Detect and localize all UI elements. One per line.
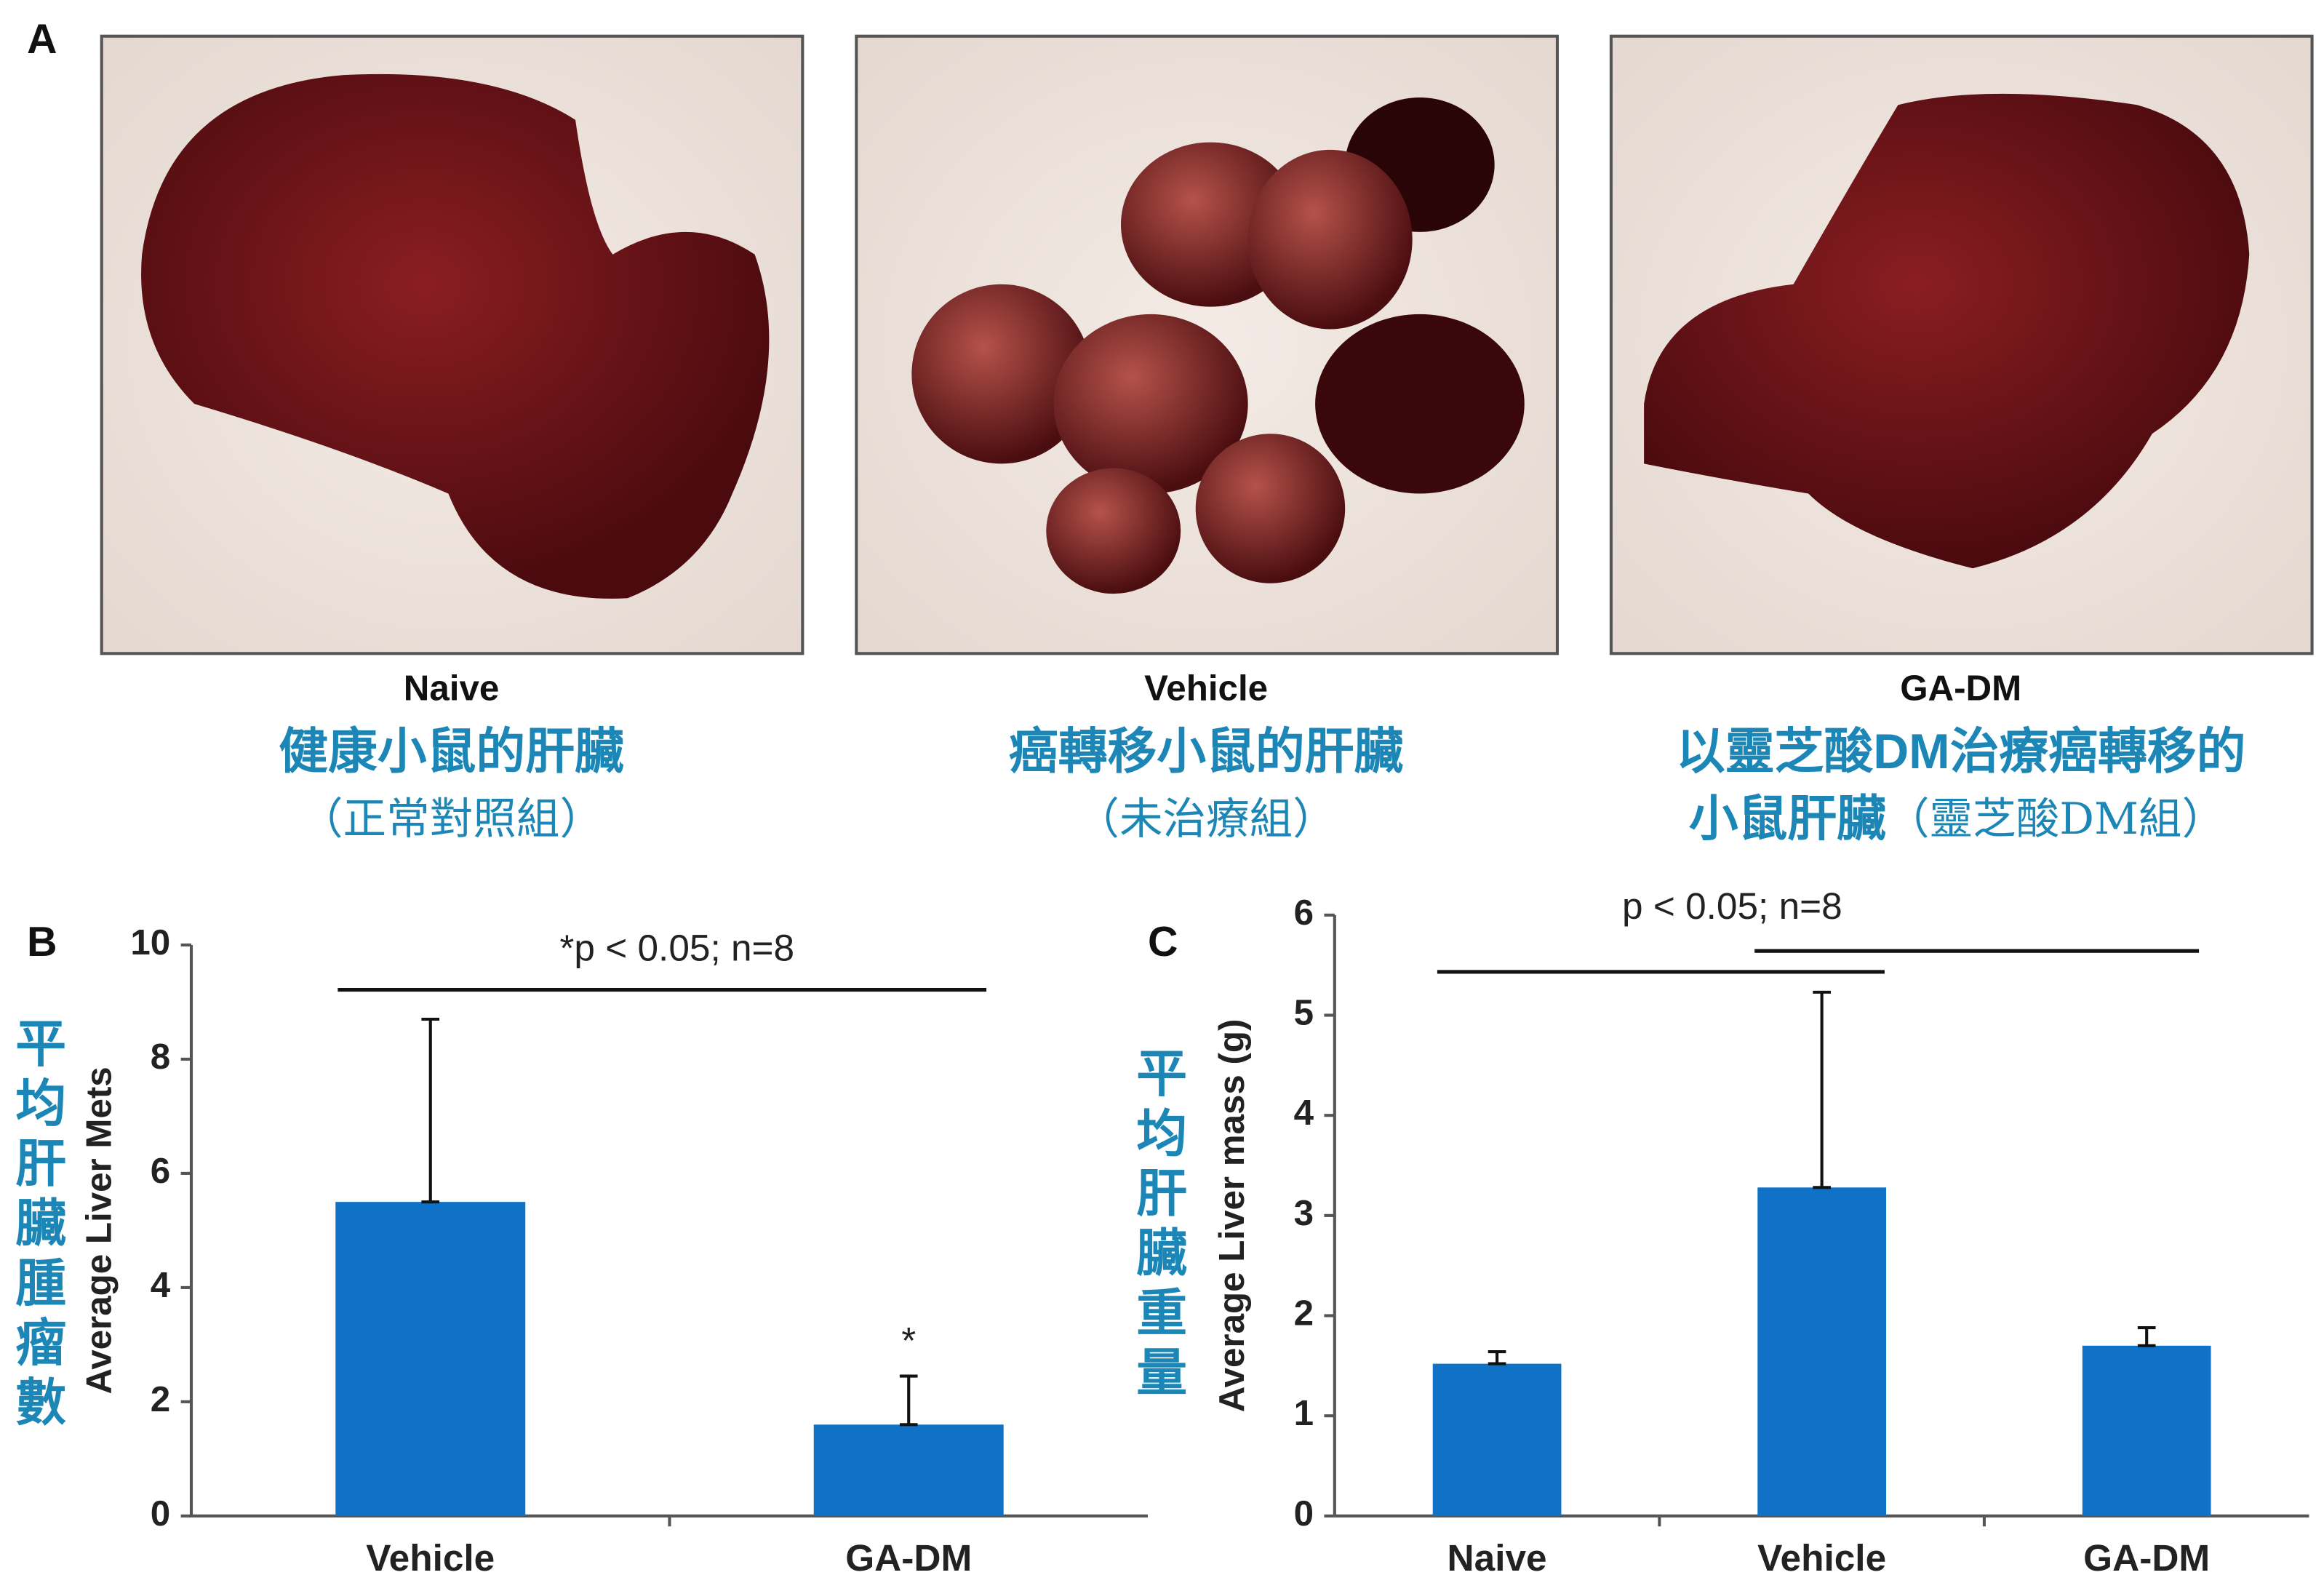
liver — [911, 97, 1525, 594]
photo-label: Naive — [404, 669, 500, 709]
error-bar — [899, 1374, 918, 1427]
bar — [1757, 1187, 1886, 1516]
y-axis-label: Average Liver Mets — [79, 1066, 119, 1394]
error-bar — [1488, 1350, 1506, 1365]
bar — [335, 1202, 526, 1516]
y-tick-label: 0 — [151, 1494, 170, 1534]
error-bar — [421, 1017, 440, 1204]
y-tick-label: 4 — [1294, 1093, 1314, 1133]
annotation: *p < 0.05; n=8 — [559, 928, 794, 969]
liver — [141, 73, 770, 599]
y-tick-label: 2 — [151, 1379, 170, 1419]
x-tick-label: Vehicle — [1757, 1537, 1886, 1579]
caption-note: （未治療組） — [1076, 794, 1335, 845]
panel-label: C — [1148, 919, 1178, 965]
y-tick-label: 10 — [130, 922, 170, 962]
error-bar — [1813, 990, 1831, 1189]
y-tick-label: 6 — [1294, 893, 1314, 933]
x-tick-label: GA-DM — [845, 1537, 972, 1579]
y-tick-label: 3 — [1294, 1193, 1314, 1233]
panel-a: A — [27, 16, 2314, 655]
y-tick-label: 0 — [1294, 1494, 1314, 1534]
annotation: p < 0.05; n=8 — [1622, 885, 1842, 927]
caption: 癌轉移小鼠的肝臟 — [1009, 725, 1404, 779]
x-tick-label: Vehicle — [366, 1537, 495, 1579]
photo-label: Vehicle — [1144, 669, 1268, 709]
caption: 以靈芝酸DM治療癌轉移的 — [1676, 725, 2245, 779]
bar — [813, 1424, 1004, 1516]
error-bar — [2137, 1325, 2156, 1347]
caption: 健康小鼠的肝臟 — [279, 725, 624, 779]
y-tick-label: 8 — [151, 1037, 170, 1077]
y-tick-label: 4 — [151, 1265, 171, 1305]
bar — [1432, 1363, 1562, 1516]
x-tick-label: GA-DM — [2083, 1537, 2210, 1579]
liver — [1644, 93, 2250, 569]
x-tick-label: Naive — [1447, 1537, 1547, 1579]
panel-label: B — [27, 919, 57, 965]
caption-note: （靈芝酸DM組） — [1886, 794, 2225, 845]
y-axis-label-zh: 平均肝臟腫瘤數 — [9, 1017, 66, 1435]
y-tick-label: 1 — [1294, 1393, 1314, 1433]
caption-note: （正常對照組） — [300, 794, 603, 845]
bar — [2082, 1345, 2211, 1516]
captions: Naive 健康小鼠的肝臟 （正常對照組） Vehicle 癌轉移小鼠的肝臟 （未治療組）… — [279, 669, 2245, 847]
y-axis-label: Average Liver mass (g) — [1212, 1019, 1252, 1413]
photo-label: GA-DM — [1900, 669, 2021, 709]
y-axis-label-zh: 平均肝臟重量 — [1130, 1047, 1187, 1405]
y-tick-label: 6 — [151, 1151, 170, 1191]
caption: 小鼠肝臟 — [1689, 791, 1886, 846]
significance-marker: * — [901, 1320, 916, 1361]
y-tick-label: 5 — [1294, 993, 1314, 1033]
panel-label: A — [27, 16, 57, 63]
y-tick-label: 2 — [1294, 1293, 1314, 1333]
